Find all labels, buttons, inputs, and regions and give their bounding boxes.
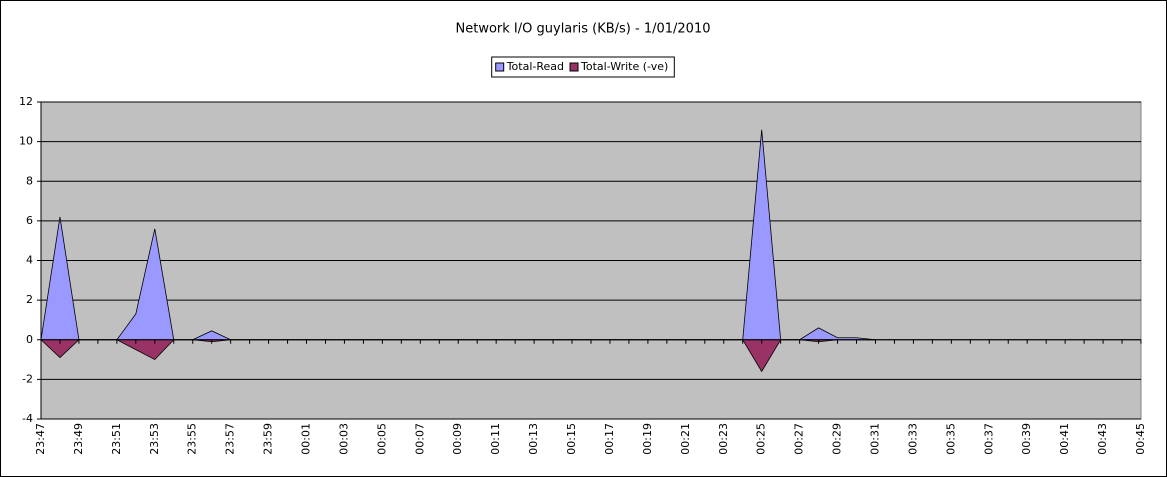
legend-swatch — [569, 62, 579, 72]
x-tick-label: 00:45 — [1134, 423, 1147, 455]
x-tick-label: 00:19 — [641, 423, 654, 455]
y-tick-label: 2 — [26, 293, 33, 306]
legend-label: Total-Read — [506, 60, 564, 73]
legend: Total-Read Total-Write (-ve) — [491, 56, 675, 78]
x-tick-label: 00:27 — [793, 423, 806, 455]
chart-title: Network I/O guylaris (KB/s) - 1/01/2010 — [456, 22, 711, 37]
x-tick-label: 00:33 — [906, 423, 919, 455]
x-tick-label: 00:37 — [982, 423, 995, 455]
y-tick-label: 10 — [19, 135, 33, 148]
x-tick-label: 00:15 — [565, 423, 578, 455]
x-tick-label: 00:35 — [944, 423, 957, 455]
x-tick-label: 00:21 — [679, 423, 692, 455]
x-tick-label: 23:53 — [148, 423, 161, 455]
y-tick-label: 8 — [26, 174, 33, 187]
y-tick-label: 0 — [26, 333, 33, 346]
y-tick-label: 4 — [26, 254, 33, 267]
x-tick-label: 00:07 — [413, 423, 426, 455]
x-tick-label: 00:13 — [527, 423, 540, 455]
x-tick-label: 00:11 — [489, 423, 502, 455]
x-tick-label: 23:49 — [72, 423, 85, 455]
x-tick-label: 00:25 — [755, 423, 768, 455]
y-tick-label: -4 — [22, 412, 33, 425]
legend-label: Total-Write (-ve) — [580, 60, 668, 73]
x-tick-label: 00:23 — [717, 423, 730, 455]
y-tick-label: -2 — [22, 372, 33, 385]
x-tick-label: 23:57 — [224, 423, 237, 455]
y-tick-label: 12 — [19, 95, 33, 108]
legend-swatch — [495, 62, 505, 72]
x-tick-label: 00:05 — [375, 423, 388, 455]
y-tick-label: 6 — [26, 214, 33, 227]
x-tick-label: 23:55 — [186, 423, 199, 455]
x-tick-label: 00:03 — [337, 423, 350, 455]
x-tick-label: 00:43 — [1096, 423, 1109, 455]
x-tick-label: 00:17 — [603, 423, 616, 455]
x-tick-label: 23:47 — [34, 423, 47, 455]
x-tick-label: 00:41 — [1058, 423, 1071, 455]
legend-box — [491, 56, 675, 78]
x-tick-label: 00:09 — [451, 423, 464, 455]
x-tick-label: 00:29 — [831, 423, 844, 455]
x-tick-label: 00:31 — [868, 423, 881, 455]
x-tick-label: 00:39 — [1020, 423, 1033, 455]
x-tick-label: 23:51 — [110, 423, 123, 455]
x-tick-label: 00:01 — [300, 423, 313, 455]
x-tick-label: 23:59 — [262, 423, 275, 455]
